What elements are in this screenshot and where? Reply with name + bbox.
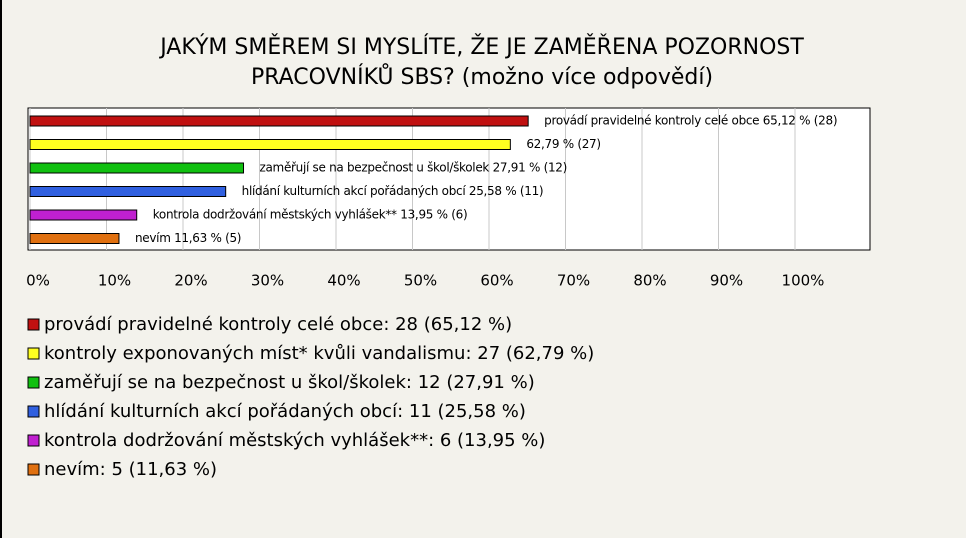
chart-title: PRACOVNÍKŮ SBS? (možno více odpovědí): [251, 63, 713, 90]
legend-label: nevím: 5 (11,63 %): [44, 459, 217, 480]
x-tick-label: 90%: [710, 272, 743, 290]
data-label: zaměřují se na bezpečnost u škol/školek …: [260, 161, 568, 175]
legend-label: kontroly exponovaných míst* kvůli vandal…: [44, 343, 594, 364]
x-tick-label: 70%: [557, 272, 590, 290]
bar: [29, 162, 245, 174]
legend-swatch: [27, 463, 40, 476]
legend-swatch: [27, 434, 40, 447]
x-tick-label: 0%: [26, 272, 50, 290]
legend-swatch: [27, 376, 40, 389]
data-label: 62,79 % (27): [526, 137, 600, 151]
plot-area: [27, 107, 871, 251]
bar: [29, 233, 120, 244]
x-tick-label: 10%: [98, 272, 131, 290]
data-label: kontrola dodržování městských vyhlášek**…: [153, 208, 468, 222]
x-tick-label: 100%: [782, 272, 825, 290]
bar: [29, 115, 529, 127]
bar: [29, 209, 138, 221]
chart-title: JAKÝM SMĚREM SI MYSLÍTE, ŽE JE ZAMĚŘENA …: [158, 34, 804, 60]
legend-swatch: [27, 318, 40, 331]
x-tick-label: 80%: [633, 272, 666, 290]
data-label: nevím 11,63 % (5): [135, 231, 241, 245]
data-label: provádí pravidelné kontroly celé obce 65…: [544, 114, 837, 128]
x-tick-label: 20%: [174, 272, 207, 290]
legend-label: kontrola dodržování městských vyhlášek**…: [44, 430, 545, 451]
bar: [29, 139, 511, 150]
x-tick-label: 40%: [327, 272, 360, 290]
bar: [29, 186, 227, 197]
x-tick-label: 50%: [404, 272, 437, 290]
data-label: hlídání kulturních akcí pořádaných obcí …: [242, 184, 544, 198]
legend-label: hlídání kulturních akcí pořádaných obcí:…: [44, 401, 526, 422]
x-tick-label: 60%: [480, 272, 513, 290]
legend-swatch: [27, 347, 40, 360]
x-tick-label: 30%: [251, 272, 284, 290]
legend-label: provádí pravidelné kontroly celé obce: 2…: [44, 314, 512, 335]
legend-swatch: [27, 405, 40, 418]
legend-label: zaměřují se na bezpečnost u škol/školek:…: [44, 372, 535, 393]
